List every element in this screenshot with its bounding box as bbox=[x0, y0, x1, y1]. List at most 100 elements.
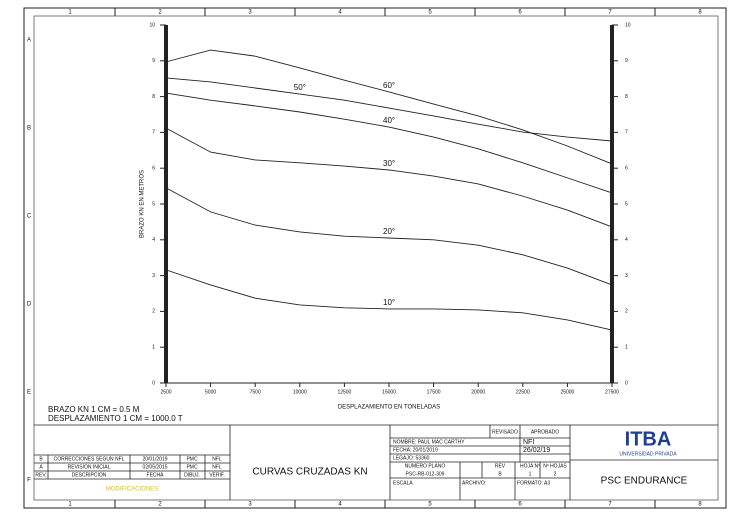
y-tick-label: 9 bbox=[625, 58, 628, 64]
cell: CORRECCIONES SEGUN NFL bbox=[54, 456, 125, 462]
cell: VERIF. bbox=[209, 472, 225, 478]
frame bbox=[23, 7, 727, 509]
label: FORMATO: A3 bbox=[517, 480, 550, 486]
drawing-title: CURVAS CRUZADAS KN bbox=[252, 467, 367, 478]
column-label: 8 bbox=[698, 10, 702, 16]
project: PSC ENDURANCE bbox=[601, 476, 688, 487]
column-label: 3 bbox=[248, 502, 252, 508]
x-tick-label: 5000 bbox=[205, 389, 216, 395]
y-tick-label: 8 bbox=[625, 94, 628, 100]
curve bbox=[165, 269, 613, 331]
cell: NFL bbox=[212, 464, 222, 470]
cell: NUMERO PLANO bbox=[405, 463, 446, 469]
row-label: B bbox=[27, 126, 31, 132]
cell: DIBUJ. bbox=[184, 472, 200, 478]
row-label: C bbox=[27, 214, 32, 220]
y-tick-label: 7 bbox=[152, 130, 155, 136]
curve-label: 60° bbox=[383, 81, 395, 90]
x-tick-label: 20000 bbox=[471, 389, 485, 395]
approver: NFI bbox=[523, 439, 534, 446]
cell: HOJA Nº bbox=[520, 463, 540, 469]
curve-label: 10° bbox=[383, 298, 395, 307]
curve-label: 30° bbox=[383, 159, 395, 168]
y-tick-label: 2 bbox=[152, 309, 155, 315]
cell: PMC bbox=[186, 464, 198, 470]
inner-frame bbox=[33, 15, 719, 501]
y-axis-label: BRAZO KN EN METROS bbox=[140, 170, 146, 238]
column-label: 6 bbox=[518, 502, 522, 508]
x-tick-label: 2500 bbox=[160, 389, 171, 395]
column-label: 5 bbox=[428, 10, 432, 16]
y-tick-label: 10 bbox=[625, 22, 631, 28]
x-tick-label: 17500 bbox=[427, 389, 441, 395]
y-tick-label: 5 bbox=[152, 201, 155, 207]
caption: MODIFICACIONES bbox=[106, 487, 158, 493]
cell: A bbox=[39, 464, 43, 470]
column-label: 8 bbox=[698, 502, 702, 508]
column-label: 3 bbox=[248, 10, 252, 16]
x-axis-label: DESPLAZAMIENTO EN TONELADAS bbox=[338, 405, 440, 411]
x-tick-label: 12500 bbox=[337, 389, 351, 395]
x-tick-label: 7500 bbox=[250, 389, 261, 395]
y-tick-label: 9 bbox=[152, 58, 155, 64]
logo: ITBA bbox=[625, 428, 672, 450]
title-block bbox=[34, 424, 718, 500]
y-tick-label: 6 bbox=[625, 166, 628, 172]
cell: 20/01/2019 bbox=[142, 456, 167, 462]
x-tick-label: 27500 bbox=[605, 389, 619, 395]
column-label: 2 bbox=[158, 10, 162, 16]
cell: Nº HOJAS bbox=[543, 463, 567, 469]
logo-tagline: UNIVERSIDAD PRIVADA bbox=[619, 451, 677, 457]
row-label: E bbox=[27, 390, 31, 396]
y-tick-label: 5 bbox=[625, 201, 628, 207]
column-label: 1 bbox=[68, 502, 72, 508]
curve-label: 20° bbox=[383, 227, 395, 236]
curve bbox=[165, 92, 613, 194]
y-tick-label: 7 bbox=[625, 130, 628, 136]
cell: FECHA bbox=[147, 472, 165, 478]
cell: NFL bbox=[212, 456, 222, 462]
cell: DESCRIPCION bbox=[72, 472, 107, 478]
y-tick-label: 1 bbox=[625, 345, 628, 351]
column-label: 7 bbox=[608, 502, 612, 508]
label: FECHA: 20/01/2019 bbox=[393, 447, 438, 453]
cell: B bbox=[39, 456, 43, 462]
text-block: BRAZO KN 1 CM = 0.5 M DESPLAZAMIENTO 1 C… bbox=[48, 405, 688, 492]
y-tick-label: 3 bbox=[625, 273, 628, 279]
column-label: 4 bbox=[338, 502, 342, 508]
cell: PSC-RB-012-309 bbox=[406, 471, 445, 477]
column-label: 7 bbox=[608, 10, 612, 16]
label: ESCALA bbox=[393, 480, 413, 486]
cell: B bbox=[498, 471, 502, 477]
y-tick-label: 1 bbox=[152, 345, 155, 351]
curve-label: 50° bbox=[294, 83, 306, 92]
scale-note: BRAZO KN 1 CM = 0.5 M bbox=[48, 405, 140, 414]
x-tick-label: 25000 bbox=[560, 389, 574, 395]
y-tick-label: 6 bbox=[152, 166, 155, 172]
column-label: 6 bbox=[518, 10, 522, 16]
curve bbox=[165, 77, 613, 142]
label: LEGAJO: 53360 bbox=[393, 455, 430, 461]
curve-label: 40° bbox=[383, 116, 395, 125]
column-label: 5 bbox=[428, 502, 432, 508]
scale-note: DESPLAZAMIENTO 1 CM = 1000.0 T bbox=[48, 414, 183, 423]
y-tick-label: 4 bbox=[625, 237, 628, 243]
cell: 02/05/2015 bbox=[142, 464, 167, 470]
cell: 1 bbox=[529, 471, 532, 477]
approval-date: 26/02/19 bbox=[523, 447, 550, 454]
y-tick-label: 0 bbox=[625, 380, 628, 386]
label: NOMBRE: PAUL MAC CARTHY bbox=[393, 439, 465, 445]
y-tick-label: 10 bbox=[149, 22, 155, 28]
y-tick-label: 8 bbox=[152, 94, 155, 100]
curve bbox=[165, 127, 613, 228]
label: ARCHIVO: bbox=[462, 480, 486, 486]
y-tick-label: 2 bbox=[625, 309, 628, 315]
cell: 2 bbox=[554, 471, 557, 477]
cell: REVISION INICIAL bbox=[68, 464, 111, 470]
cell: REV bbox=[495, 463, 506, 469]
row-label: F bbox=[27, 478, 31, 484]
curve bbox=[165, 49, 613, 165]
y-tick-label: 3 bbox=[152, 273, 155, 279]
cell: PMC bbox=[186, 456, 198, 462]
